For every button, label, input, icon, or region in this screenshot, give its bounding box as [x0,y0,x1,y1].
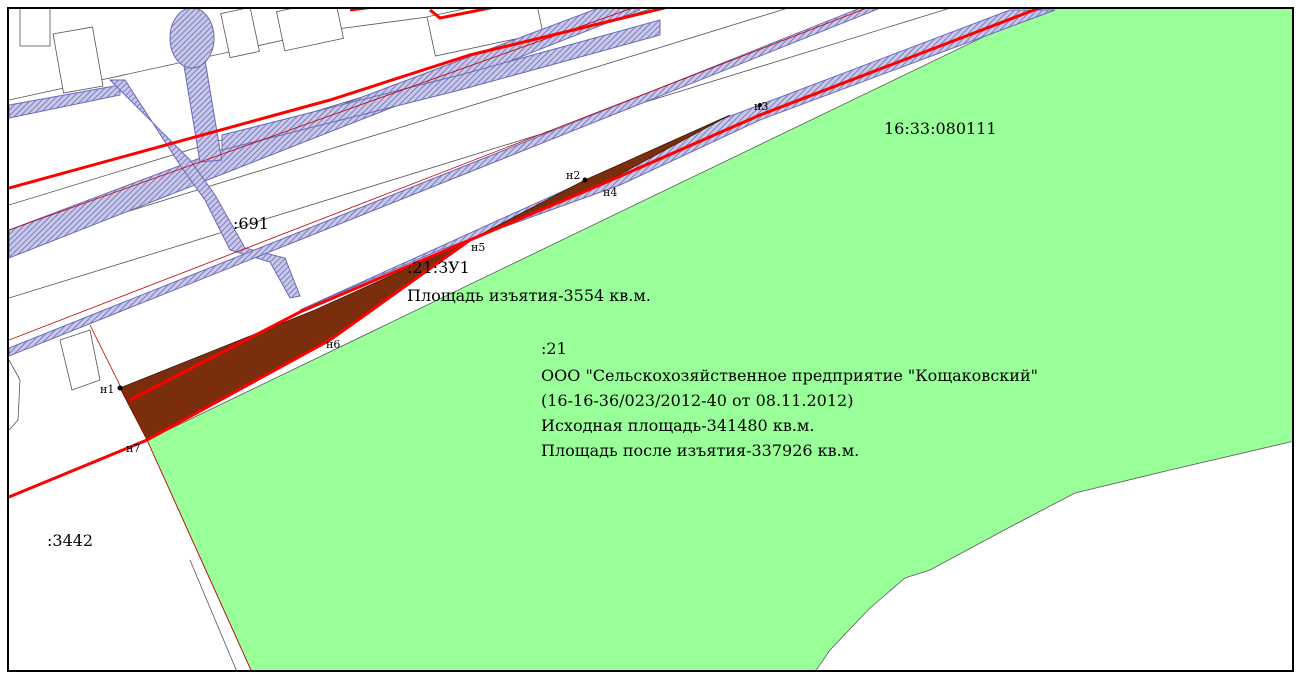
point-n5-label: н5 [471,241,485,254]
point-n4-label: н4 [603,186,617,199]
parcel-3442-label: :3442 [47,531,93,550]
thin-boundary-line [189,559,237,670]
boundary-line [129,238,471,402]
thin-boundary-line [9,9,866,341]
point-n3-marker [758,103,762,107]
point-n2-marker [582,177,588,183]
point-n1-marker [117,385,123,391]
parcel-21-label: :21 [541,339,567,358]
building-outline [426,9,544,57]
utility-corridor [221,19,661,151]
field-polygon-21 [146,9,1292,670]
point-n2-label: н2 [566,169,580,182]
remaining-area-label: Площадь после изъятия-337926 кв.м. [541,441,859,460]
utility-corridor [182,59,223,163]
registration-label: (16-16-36/023/2012-40 от 08.11.2012) [541,391,853,410]
original-area-label: Исходная площадь-341480 кв.м. [541,416,814,435]
owner-name-label: ООО "Сельскохозяйственное предприятие "К… [541,366,1038,385]
building-outline [276,9,344,52]
point-n7-label: н7 [126,442,140,455]
utility-tank [169,9,215,69]
building-outline [220,9,260,59]
seized-area-label: Площадь изъятия-3554 кв.м. [407,286,651,305]
building-outline [59,329,101,391]
parcel-691-label: :691 [233,214,269,233]
building-outline [9,359,21,431]
cadastral-block-label: 16:33:080111 [884,119,997,138]
utility-corridor [9,84,121,119]
thin-road-line [9,9,787,249]
utility-corridor [9,9,880,357]
building-outline [52,26,104,94]
utility-corridor [108,79,301,299]
new-parcel-id-label: :21:ЗУ1 [407,258,470,277]
boundary-line [429,9,493,20]
point-n1-label: н1 [100,383,114,396]
thin-boundary-line [9,9,631,231]
point-n3-label: н3 [754,100,768,113]
building-outline [19,9,51,47]
point-n6-label: н6 [326,338,340,351]
map-frame [7,7,1294,672]
boundary-line [9,9,667,190]
